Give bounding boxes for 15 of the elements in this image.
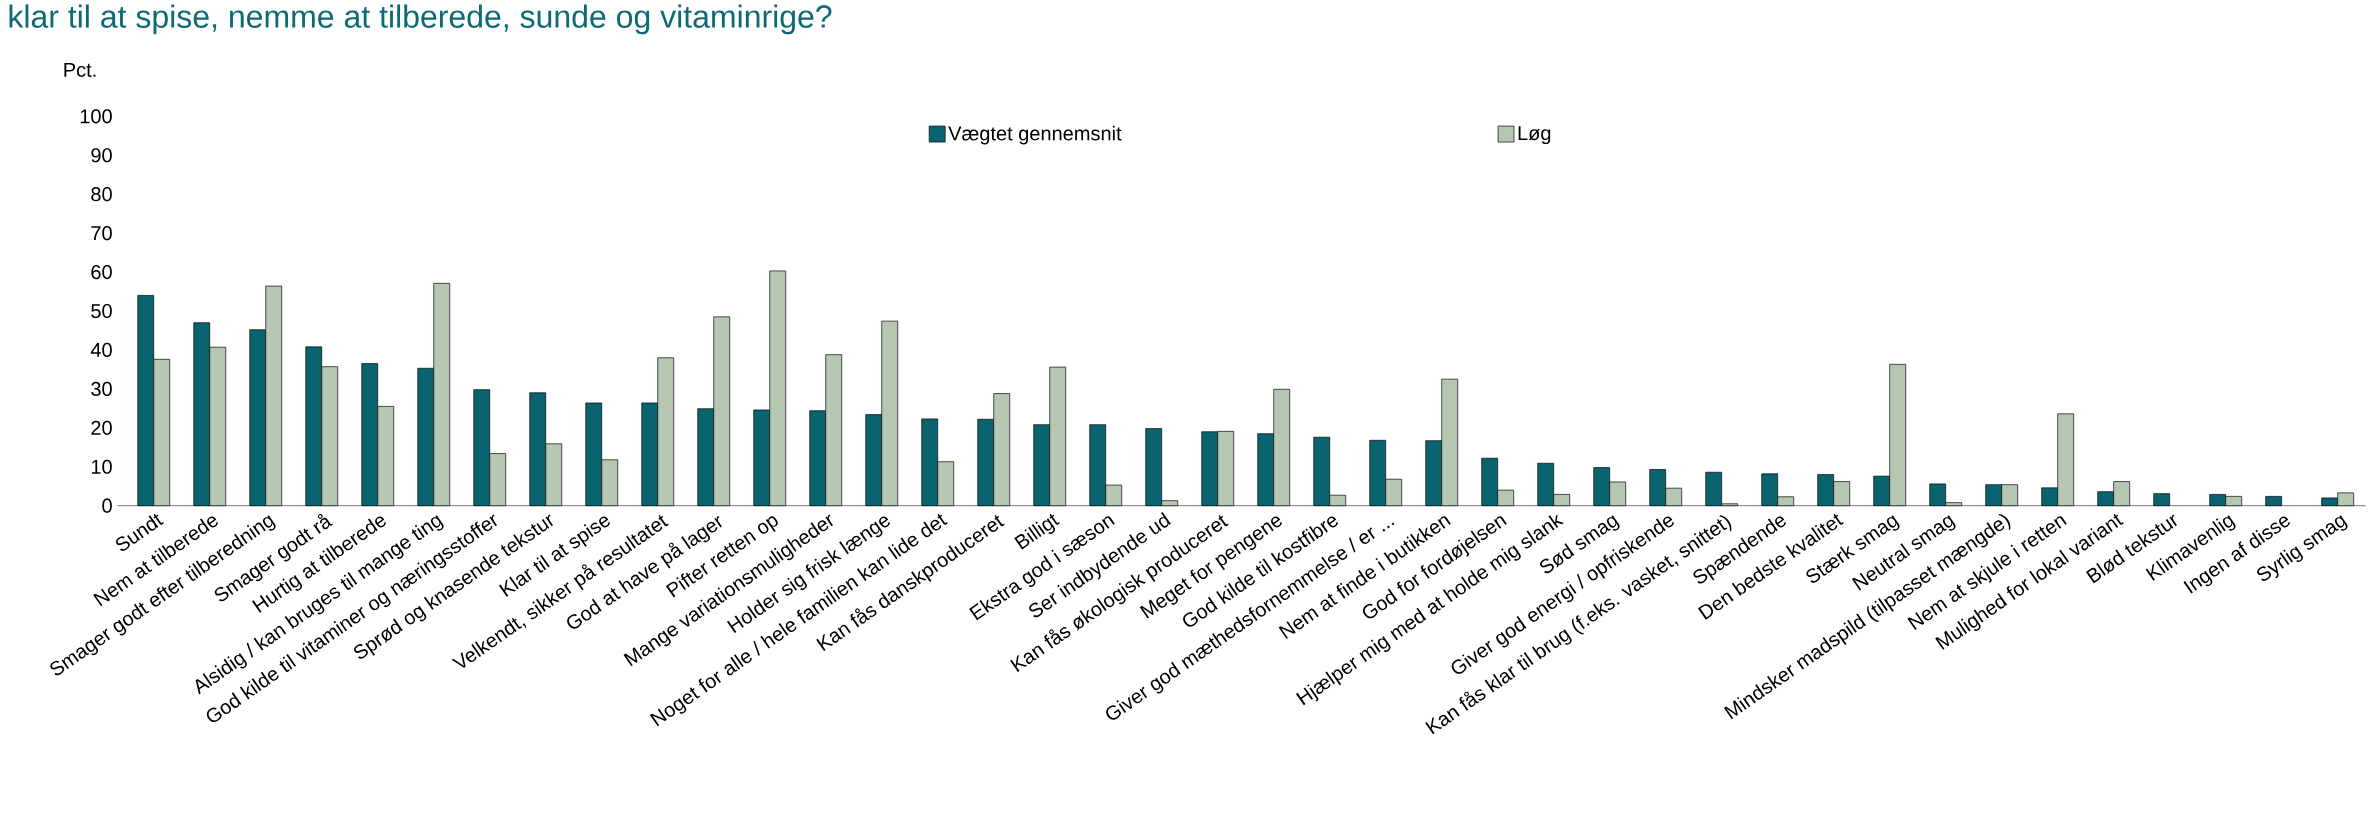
y-tick-label: 70 <box>91 225 112 241</box>
y-axis-title: Pct. <box>64 62 96 77</box>
y-tick-label: 30 <box>91 381 112 396</box>
y-tick-label: 10 <box>91 459 112 474</box>
y-tick-label: 90 <box>91 147 112 163</box>
y-tick-label: 40 <box>90 342 112 357</box>
legend-label: Løg <box>1518 125 1551 144</box>
y-tick-label: 20 <box>91 420 112 435</box>
y-tick-label: 100 <box>80 109 112 124</box>
y-tick-label: 50 <box>91 303 112 318</box>
y-tick-label: 60 <box>91 264 112 279</box>
legend-label: Vægtet gennemsnit <box>948 125 1122 145</box>
chart-title: klar til at spise, nemme at tilberede, sunde og vitaminrige? <box>9 4 832 35</box>
y-tick-label: 80 <box>91 186 112 202</box>
y-tick-label: 0 <box>102 498 112 513</box>
